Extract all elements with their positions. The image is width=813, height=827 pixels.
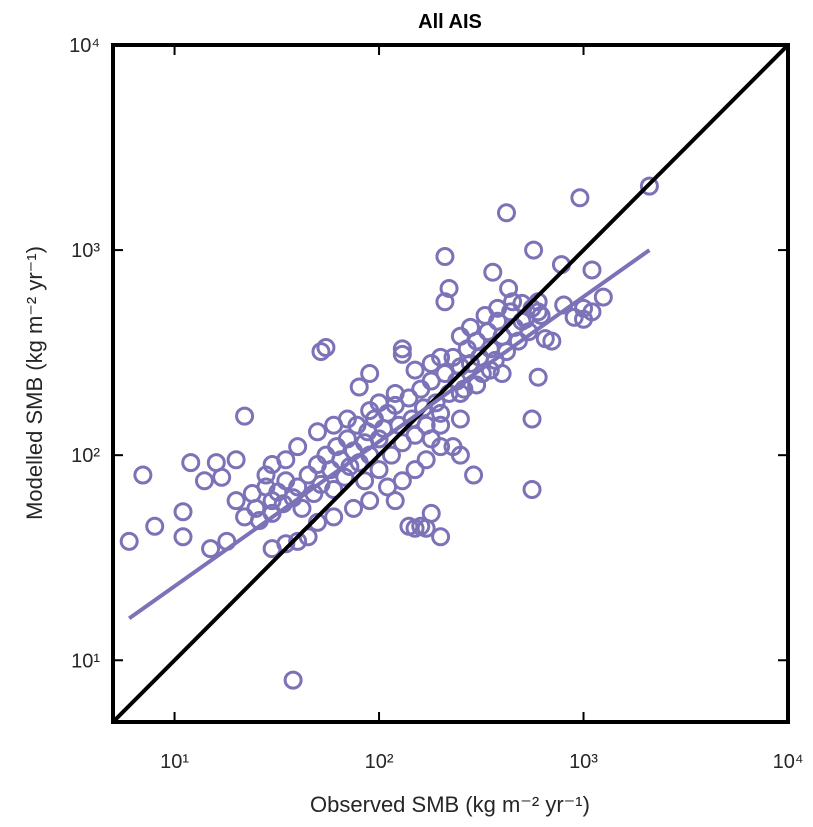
scatter-point bbox=[324, 415, 344, 435]
scatter-point bbox=[431, 415, 451, 435]
scatter-point bbox=[324, 507, 344, 527]
scatter-point bbox=[385, 491, 405, 511]
scatter-point bbox=[522, 409, 542, 429]
scatter-point bbox=[435, 247, 455, 267]
scatter-point bbox=[288, 437, 308, 457]
scatter-point bbox=[201, 539, 221, 559]
scatter-point bbox=[316, 337, 336, 357]
scatter-point bbox=[570, 188, 590, 208]
y-tick-label: 10⁴ bbox=[69, 35, 100, 57]
x-tick-label: 10³ bbox=[569, 751, 598, 773]
reference-line bbox=[113, 45, 788, 722]
scatter-point bbox=[421, 353, 441, 373]
scatter-point bbox=[392, 344, 412, 364]
scatter-point bbox=[133, 465, 153, 485]
scatter-point bbox=[298, 465, 318, 485]
plot-content bbox=[113, 45, 788, 722]
scatter-point bbox=[582, 302, 602, 322]
scatter-point bbox=[360, 401, 380, 421]
scatter-point bbox=[528, 367, 548, 387]
scatter-point bbox=[483, 262, 503, 282]
scatter-point bbox=[381, 445, 401, 465]
scatter-point bbox=[119, 531, 139, 551]
scatter-point bbox=[276, 534, 296, 554]
scatter-point bbox=[450, 409, 470, 429]
scatter-point bbox=[503, 292, 523, 312]
scatter-point bbox=[475, 305, 495, 325]
scatter-point bbox=[421, 503, 441, 523]
scatter-point bbox=[283, 670, 303, 690]
scatter-point bbox=[235, 406, 255, 426]
scatter-point bbox=[405, 460, 425, 480]
scatter-point bbox=[226, 491, 246, 511]
scatter-point bbox=[212, 467, 232, 487]
scatter-point bbox=[335, 467, 355, 487]
scatter-point bbox=[181, 453, 201, 473]
scatter-point bbox=[145, 516, 165, 536]
scatter-point bbox=[288, 531, 308, 551]
scatter-point bbox=[288, 477, 308, 497]
scatter-point bbox=[392, 339, 412, 359]
scatter-point bbox=[173, 527, 193, 547]
scatter-point bbox=[431, 347, 451, 367]
scatter-point bbox=[392, 471, 412, 491]
scatter-point bbox=[343, 498, 363, 518]
scatter-point bbox=[593, 287, 613, 307]
y-axis-label: Modelled SMB (kg m⁻² yr⁻¹) bbox=[22, 246, 47, 520]
scatter-point bbox=[508, 331, 528, 351]
scatter-point bbox=[194, 471, 214, 491]
scatter-point bbox=[355, 471, 375, 491]
scatter-point bbox=[173, 502, 193, 522]
scatter-point bbox=[524, 240, 544, 260]
x-axis-label: Observed SMB (kg m⁻² yr⁻¹) bbox=[310, 792, 590, 817]
scatter-point bbox=[324, 480, 344, 500]
y-tick-label: 10² bbox=[71, 445, 100, 467]
fit-line bbox=[128, 248, 651, 621]
scatter-point bbox=[450, 445, 470, 465]
scatter-point bbox=[564, 307, 584, 327]
scatter-point bbox=[467, 375, 487, 395]
scatter-point bbox=[405, 360, 425, 380]
scatter-point bbox=[582, 260, 602, 280]
scatter-point bbox=[360, 364, 380, 384]
chart-title: All AIS bbox=[418, 11, 482, 33]
scatter-point bbox=[307, 422, 327, 442]
scatter-point bbox=[311, 342, 331, 362]
scatter-point bbox=[496, 342, 516, 362]
scatter-point bbox=[431, 527, 451, 547]
scatter-point bbox=[385, 383, 405, 403]
scatter-point bbox=[426, 393, 446, 413]
scatter-point bbox=[522, 480, 542, 500]
scatter-point bbox=[349, 377, 369, 397]
x-tick-label: 10² bbox=[365, 751, 394, 773]
x-tick-label: 10¹ bbox=[160, 751, 189, 773]
scatter-point bbox=[416, 450, 436, 470]
scatter-point bbox=[369, 460, 389, 480]
scatter-point bbox=[256, 465, 276, 485]
x-tick-label: 10⁴ bbox=[773, 751, 804, 773]
scatter-point bbox=[639, 176, 659, 196]
scatter-point bbox=[531, 305, 551, 325]
y-tick-label: 10¹ bbox=[71, 650, 100, 672]
scatter-point bbox=[464, 465, 484, 485]
scatter-point bbox=[226, 450, 246, 470]
scatter-point bbox=[542, 331, 562, 351]
scatter-point bbox=[360, 491, 380, 511]
scatter-point bbox=[450, 326, 470, 346]
scatter-point bbox=[431, 403, 451, 423]
scatter-point bbox=[292, 498, 312, 518]
scatter-point bbox=[246, 498, 266, 518]
y-tick-label: 10³ bbox=[71, 240, 100, 262]
scatter-point bbox=[496, 203, 516, 223]
scatter-point bbox=[435, 292, 455, 312]
axes-box bbox=[111, 43, 790, 724]
scatter-point bbox=[421, 429, 441, 449]
scatter-point bbox=[369, 429, 389, 449]
